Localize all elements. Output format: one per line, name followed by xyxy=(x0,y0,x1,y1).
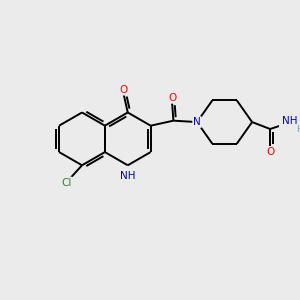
Text: O: O xyxy=(266,147,274,157)
Text: NH: NH xyxy=(282,116,298,126)
Text: O: O xyxy=(168,93,176,103)
Text: NH: NH xyxy=(120,171,136,181)
Text: Cl: Cl xyxy=(61,178,72,188)
Text: H: H xyxy=(296,125,300,134)
Text: N: N xyxy=(193,117,201,127)
Text: O: O xyxy=(119,85,128,95)
